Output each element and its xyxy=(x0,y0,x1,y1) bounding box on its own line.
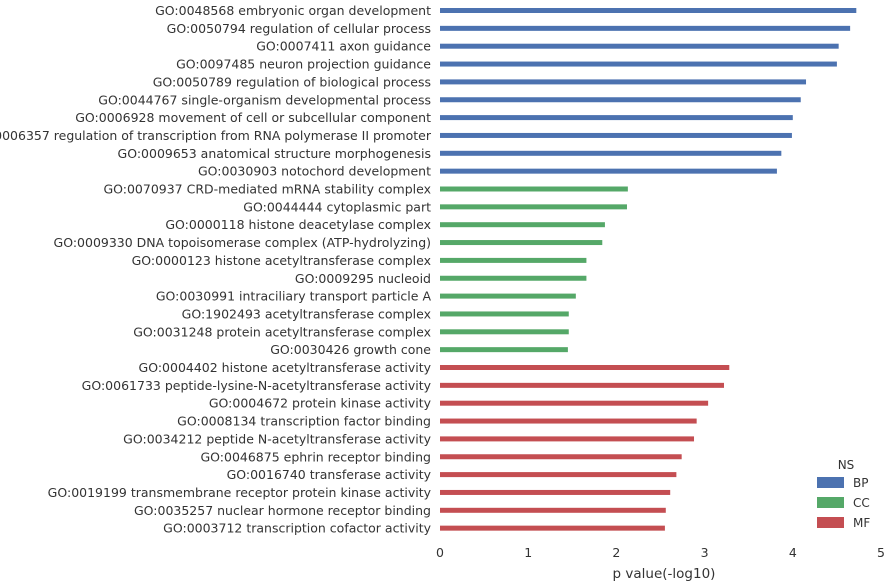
bar-cc xyxy=(440,293,576,299)
category-label: GO:0008134 transcription factor binding xyxy=(177,414,431,429)
bar-cc xyxy=(440,240,603,246)
category-label: GO:0000118 histone deacetylase complex xyxy=(165,217,431,232)
bar-mf xyxy=(440,400,709,406)
bar-cc xyxy=(440,329,569,335)
category-label: GO:0019199 transmembrane receptor protei… xyxy=(48,485,432,500)
legend-label-cc: CC xyxy=(853,496,870,510)
category-label: GO:0004672 protein kinase activity xyxy=(209,396,432,411)
x-tick-label: 2 xyxy=(612,545,620,560)
bar-mf xyxy=(440,507,666,513)
legend-label-mf: MF xyxy=(853,516,870,530)
bar-bp xyxy=(440,115,793,121)
category-label: GO:0000123 histone acetyltransferase com… xyxy=(132,253,431,268)
x-tick-label: 0 xyxy=(436,545,444,560)
category-label: GO:0009295 nucleoid xyxy=(295,271,431,286)
bar-mf xyxy=(440,454,682,460)
bar-mf xyxy=(440,436,695,442)
category-label: GO:0030991 intraciliary transport partic… xyxy=(156,289,432,304)
category-label: GO:0097485 neuron projection guidance xyxy=(176,57,431,72)
category-label: GO:0044767 single-organism developmental… xyxy=(98,92,431,107)
category-label: GO:0030903 notochord development xyxy=(198,164,431,179)
category-label: GO:0004402 histone acetyltransferase act… xyxy=(139,360,432,375)
x-tick-label: 5 xyxy=(877,545,885,560)
category-label: GO:0003712 transcription cofactor activi… xyxy=(163,521,431,536)
bar-bp xyxy=(440,150,782,156)
bar-cc xyxy=(440,257,587,263)
bar-bp xyxy=(440,79,807,85)
category-label: GO:0046875 ephrin receptor binding xyxy=(200,449,431,464)
category-label: GO:0006928 movement of cell or subcellul… xyxy=(75,110,431,125)
category-labels-group: GO:0048568 embryonic organ development GO… xyxy=(0,3,432,536)
bar-bp xyxy=(440,8,857,13)
category-label: GO:0050794 regulation of cellular proces… xyxy=(167,21,431,36)
legend-label-bp: BP xyxy=(853,476,868,490)
legend: NS BP CC MF xyxy=(817,458,870,530)
category-label: GO:0034212 peptide N-acetyltransferase a… xyxy=(123,431,431,446)
category-label: GO:1902493 acetyltransferase complex xyxy=(182,306,431,321)
category-label: GO:0035257 nuclear hormone receptor bind… xyxy=(134,503,431,518)
category-label: GO:0044444 cytoplasmic part xyxy=(243,199,431,214)
category-label: GO:0009330 DNA topoisomerase complex (AT… xyxy=(54,235,431,250)
bar-mf xyxy=(440,525,665,531)
bar-cc xyxy=(440,311,569,317)
category-label: GO:0050789 regulation of biological proc… xyxy=(153,74,431,89)
bar-mf xyxy=(440,472,677,478)
category-label: GO:0061733 peptide-lysine-N-acetyltransf… xyxy=(82,378,432,393)
x-tick-label: 4 xyxy=(789,545,797,560)
bars-group xyxy=(440,8,857,531)
bar-cc xyxy=(440,347,568,353)
bar-cc xyxy=(440,204,627,210)
legend-title: NS xyxy=(838,458,855,472)
category-label: GO:0030426 growth cone xyxy=(270,342,431,357)
bar-bp xyxy=(440,25,851,31)
bar-bp xyxy=(440,97,801,103)
legend-swatch-cc xyxy=(817,497,844,508)
bar-mf xyxy=(440,365,730,370)
category-label: GO:0016740 transferase activity xyxy=(227,467,432,482)
x-axis-title: p value(-log10) xyxy=(613,566,716,582)
legend-swatch-bp xyxy=(817,477,844,488)
bar-cc xyxy=(440,275,587,281)
bar-cc xyxy=(440,222,605,228)
x-tick-label: 3 xyxy=(701,545,709,560)
bar-mf xyxy=(440,489,671,495)
x-tick-label: 1 xyxy=(524,545,532,560)
bar-cc xyxy=(440,186,628,192)
legend-items: BP CC MF xyxy=(817,476,870,530)
legend-swatch-mf xyxy=(817,517,844,528)
bar-bp xyxy=(440,61,837,67)
bar-mf xyxy=(440,382,725,388)
category-label: GO:0007411 axon guidance xyxy=(256,39,431,54)
bar-bp xyxy=(440,132,792,138)
bar-bp xyxy=(440,43,839,49)
category-label: GO:0070937 CRD-mediated mRNA stability c… xyxy=(103,182,431,197)
bar-bp xyxy=(440,168,777,174)
bar-mf xyxy=(440,418,697,424)
category-label: GO:0031248 protein acetyltransferase com… xyxy=(133,324,431,339)
category-label: GO:0009653 anatomical structure morphoge… xyxy=(118,146,431,161)
category-label: GO:0006357 regulation of transcription f… xyxy=(0,128,432,143)
x-tick-labels-group: 0 1 2 3 4 5 xyxy=(436,545,885,560)
category-label: GO:0048568 embryonic organ development xyxy=(155,3,431,18)
